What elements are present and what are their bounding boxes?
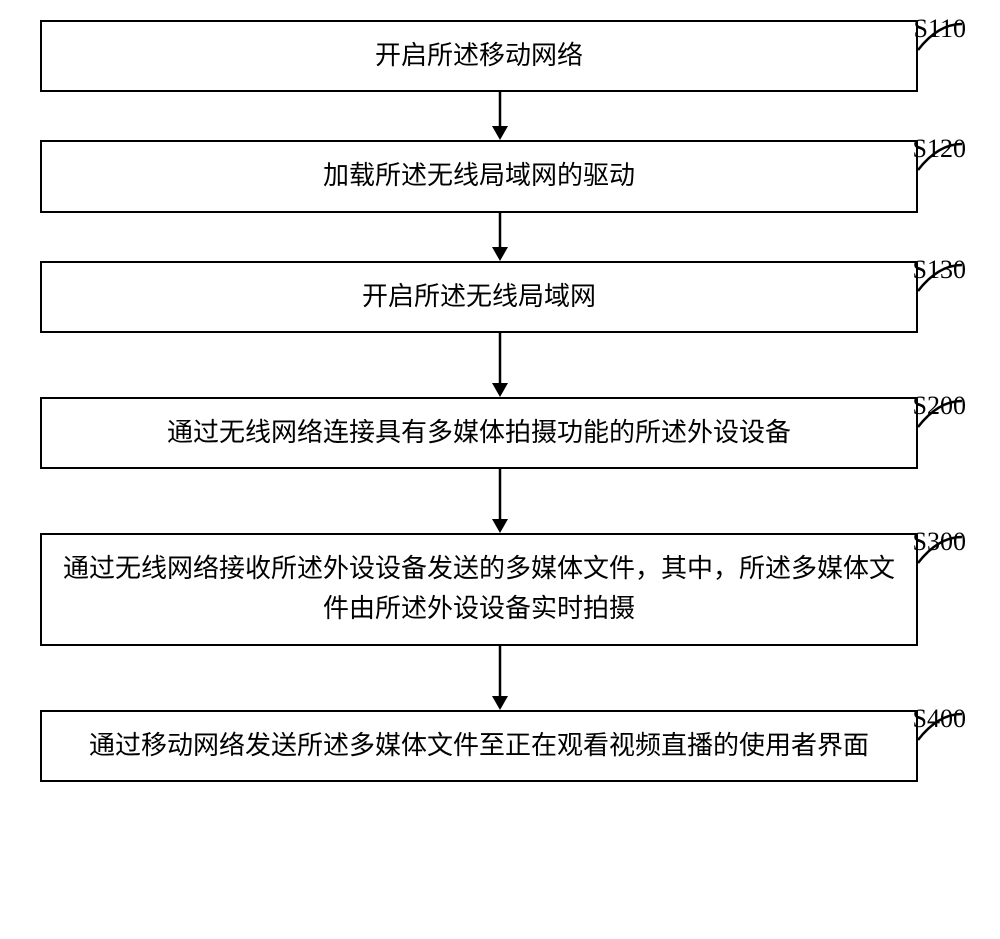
arrow (40, 469, 960, 533)
step-box-s200: 通过无线网络连接具有多媒体拍摄功能的所述外设设备 (40, 397, 918, 469)
arrow (40, 333, 960, 397)
step-box-s120: 加载所述无线局域网的驱动 (40, 140, 918, 212)
step-row: 通过无线网络接收所述外设设备发送的多媒体文件，其中，所述多媒体文件由所述外设设备… (40, 533, 960, 646)
step-row: 通过移动网络发送所述多媒体文件至正在观看视频直播的使用者界面 S400 (40, 710, 960, 782)
step-row: 开启所述移动网络 S110 (40, 20, 960, 92)
flowchart-container: 开启所述移动网络 S110 加载所述无线局域网的驱动 S120 (40, 20, 960, 782)
step-box-s130: 开启所述无线局域网 (40, 261, 918, 333)
step-label-s120: S120 (913, 134, 966, 164)
step-label-s130: S130 (913, 255, 966, 285)
arrow (40, 92, 960, 140)
step-box-s400: 通过移动网络发送所述多媒体文件至正在观看视频直播的使用者界面 (40, 710, 918, 782)
step-row: 加载所述无线局域网的驱动 S120 (40, 140, 960, 212)
step-label-s200: S200 (913, 391, 966, 421)
step-label-s110: S110 (914, 14, 967, 44)
arrow (40, 213, 960, 261)
step-box-s300: 通过无线网络接收所述外设设备发送的多媒体文件，其中，所述多媒体文件由所述外设设备… (40, 533, 918, 646)
arrow (40, 646, 960, 710)
step-label-s300: S300 (913, 527, 966, 557)
step-label-s400: S400 (913, 704, 966, 734)
step-row: 开启所述无线局域网 S130 (40, 261, 960, 333)
step-row: 通过无线网络连接具有多媒体拍摄功能的所述外设设备 S200 (40, 397, 960, 469)
step-box-s110: 开启所述移动网络 (40, 20, 918, 92)
